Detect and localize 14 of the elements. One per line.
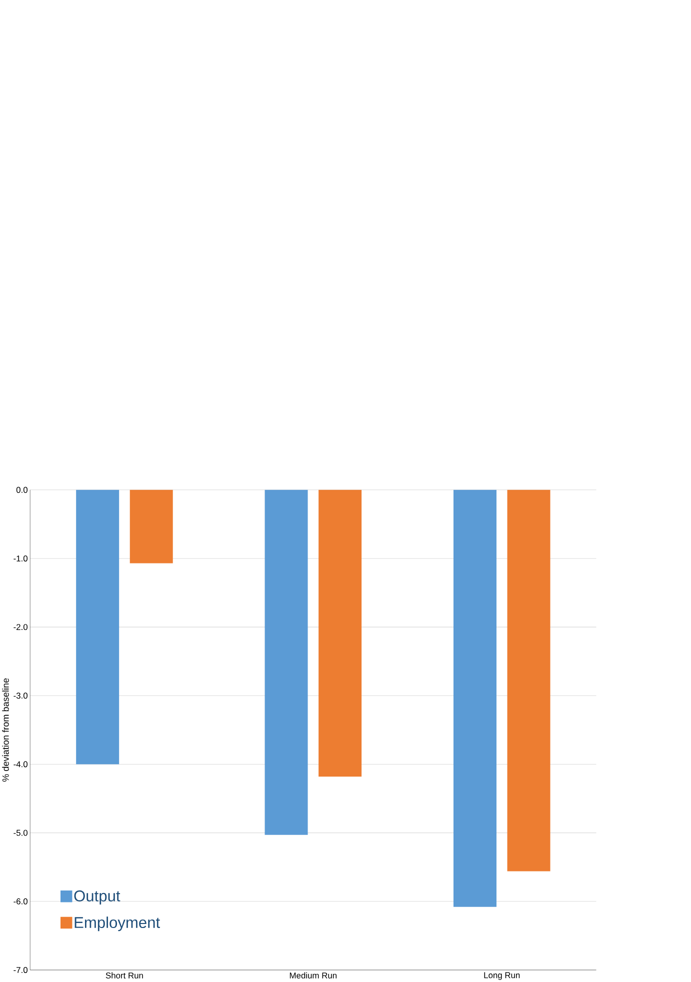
x-tick-label: Medium Run: [290, 972, 337, 978]
y-axis-title: % deviation from baseline: [2, 678, 10, 782]
y-tick-label: -7.0: [14, 967, 28, 973]
y-tick-label: -6.0: [14, 898, 28, 904]
legend-label: Output: [74, 890, 120, 905]
legend-label: Employment: [75, 916, 160, 932]
x-tick-label: Short Run: [106, 972, 144, 978]
y-tick-label: -3.0: [14, 692, 28, 699]
y-tick-label: -1.0: [14, 555, 28, 562]
y-tick-label: -4.0: [14, 761, 28, 768]
y-tick-label: -2.0: [14, 624, 28, 630]
y-tick-label: 0.0: [16, 486, 28, 493]
x-tick-label: Long Run: [484, 972, 520, 980]
y-tick-label: -5.0: [14, 830, 28, 836]
